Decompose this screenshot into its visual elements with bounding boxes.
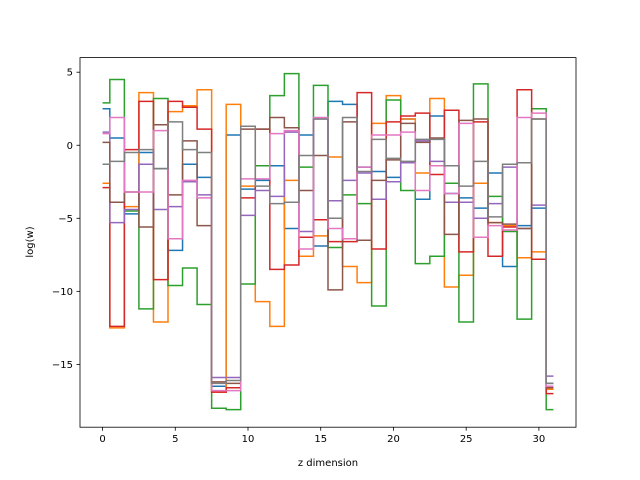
x-tick-label: 10 [242,434,255,445]
x-tick-label: 25 [460,434,473,445]
x-tick-label: 0 [99,434,105,445]
x-axis-label: z dimension [298,458,358,469]
x-tick-label: 20 [387,434,400,445]
plot-frame [79,57,577,428]
step-line [102,112,554,392]
step-line [102,116,554,385]
y-tick-label: −5 [58,214,73,225]
y-tick-label: 0 [67,141,73,152]
step-line [102,116,554,389]
x-tick-label: 15 [314,434,327,445]
x-tick-label: 30 [533,434,546,445]
y-axis-label: log(w) [25,226,36,257]
x-tick-label: 5 [172,434,178,445]
y-tick-label: −15 [52,360,73,371]
y-tick-label: 5 [67,68,73,79]
y-tick-label: −10 [52,287,73,298]
